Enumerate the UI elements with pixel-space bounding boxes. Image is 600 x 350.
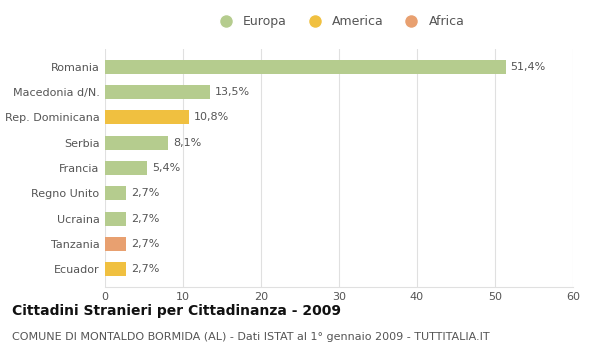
Bar xyxy=(105,161,147,175)
Bar xyxy=(105,262,126,276)
Text: 2,7%: 2,7% xyxy=(131,264,159,274)
Bar xyxy=(105,60,506,74)
Bar xyxy=(105,212,126,225)
Legend: Europa, America, Africa: Europa, America, Africa xyxy=(208,10,470,33)
Text: 51,4%: 51,4% xyxy=(511,62,546,72)
Text: 2,7%: 2,7% xyxy=(131,188,159,198)
Text: 2,7%: 2,7% xyxy=(131,214,159,224)
Text: Cittadini Stranieri per Cittadinanza - 2009: Cittadini Stranieri per Cittadinanza - 2… xyxy=(12,304,341,318)
Text: COMUNE DI MONTALDO BORMIDA (AL) - Dati ISTAT al 1° gennaio 2009 - TUTTITALIA.IT: COMUNE DI MONTALDO BORMIDA (AL) - Dati I… xyxy=(12,332,490,343)
Bar xyxy=(105,136,168,150)
Text: 8,1%: 8,1% xyxy=(173,138,201,148)
Bar xyxy=(105,85,211,99)
Bar xyxy=(105,111,189,124)
Bar xyxy=(105,237,126,251)
Text: 13,5%: 13,5% xyxy=(215,87,250,97)
Text: 5,4%: 5,4% xyxy=(152,163,180,173)
Bar xyxy=(105,186,126,200)
Text: 10,8%: 10,8% xyxy=(194,112,229,122)
Text: 2,7%: 2,7% xyxy=(131,239,159,249)
